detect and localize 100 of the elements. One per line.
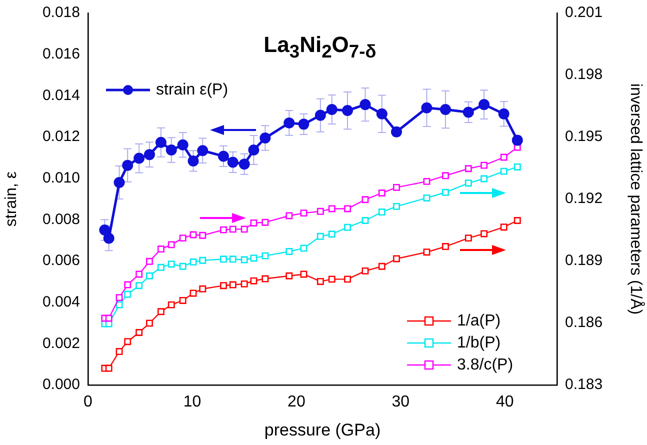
point (478, 99, 490, 110)
y-tick-label: 0.016 (42, 45, 80, 62)
y-tick-label: 0.004 (42, 293, 80, 310)
point (316, 232, 324, 240)
point (250, 219, 258, 226)
legend-label: 1/a(P) (457, 312, 501, 330)
point (168, 241, 175, 248)
point (423, 194, 430, 202)
point (362, 196, 369, 204)
point (514, 217, 521, 224)
point (199, 285, 206, 292)
x-axis-title: pressure (GPa) (264, 420, 381, 440)
point (248, 144, 260, 156)
point (464, 180, 472, 187)
point (440, 104, 451, 116)
point (442, 243, 449, 250)
legend-label: strain ε(P) (156, 81, 228, 98)
point (179, 262, 186, 270)
point (514, 163, 521, 170)
x-tick-label: 20 (288, 393, 306, 410)
y2-tick-label: 0.189 (565, 252, 603, 270)
point (262, 275, 269, 282)
x-tick-label: 40 (496, 393, 514, 410)
point (342, 105, 354, 116)
point (188, 155, 199, 166)
y-tick-label: 0.010 (42, 169, 80, 186)
point (103, 232, 114, 244)
point (378, 262, 386, 270)
x-tick-label: 0 (84, 393, 93, 410)
point (300, 270, 308, 278)
y-tick-label: 0.014 (42, 86, 80, 104)
point (298, 118, 310, 130)
y2-tick-label: 0.198 (565, 66, 603, 84)
point (393, 255, 400, 262)
point (144, 149, 155, 160)
y-tick-label: 0.018 (42, 4, 80, 22)
point (179, 234, 186, 242)
point (442, 172, 449, 180)
y2-axis-title: inversed lattice parameters (1/Å) (626, 83, 645, 315)
point (220, 282, 227, 290)
point (146, 258, 153, 265)
point (105, 320, 112, 328)
point (328, 205, 336, 212)
point (146, 272, 153, 280)
point (423, 178, 430, 185)
point (498, 108, 510, 120)
y-tick-label: 0.012 (42, 128, 80, 146)
point (262, 252, 269, 260)
point (190, 290, 197, 297)
point (500, 224, 508, 231)
point (229, 226, 236, 233)
point (442, 188, 449, 196)
legend-label: 1/b(P) (457, 334, 501, 352)
point (393, 184, 400, 191)
point (344, 224, 351, 231)
point (114, 176, 125, 188)
point (240, 226, 248, 233)
point (155, 136, 166, 148)
point (286, 248, 293, 255)
point (464, 165, 472, 172)
point (262, 218, 269, 226)
point (136, 282, 143, 290)
point (286, 272, 293, 280)
point (190, 231, 197, 238)
y-tick-label: 0.002 (42, 334, 80, 352)
y2-tick-label: 0.192 (565, 190, 603, 208)
point (328, 230, 336, 238)
point (250, 254, 258, 262)
x-tick-label: 10 (183, 393, 202, 410)
point (157, 308, 164, 316)
point (378, 208, 386, 216)
y-tick-label: 0.006 (42, 252, 80, 270)
point (105, 314, 112, 322)
point (328, 276, 336, 283)
point (378, 190, 386, 196)
point (136, 270, 143, 278)
point (157, 246, 164, 252)
point (362, 267, 369, 274)
point (326, 104, 338, 116)
y-tick-label: 0.000 (42, 376, 80, 394)
point (190, 258, 197, 266)
point (376, 108, 388, 120)
point (316, 208, 324, 215)
point (227, 156, 238, 168)
y-tick-label: 0.008 (42, 210, 80, 228)
point (124, 290, 132, 298)
y2-tick-label: 0.183 (565, 376, 603, 394)
point (464, 234, 472, 242)
point (179, 296, 186, 304)
point (240, 256, 248, 264)
point (421, 102, 432, 114)
point (168, 301, 175, 308)
point (105, 364, 112, 372)
point (300, 244, 308, 252)
point (177, 139, 188, 150)
point (284, 117, 295, 128)
point (316, 278, 324, 285)
point (500, 168, 508, 175)
point (362, 217, 369, 224)
point (157, 264, 164, 271)
